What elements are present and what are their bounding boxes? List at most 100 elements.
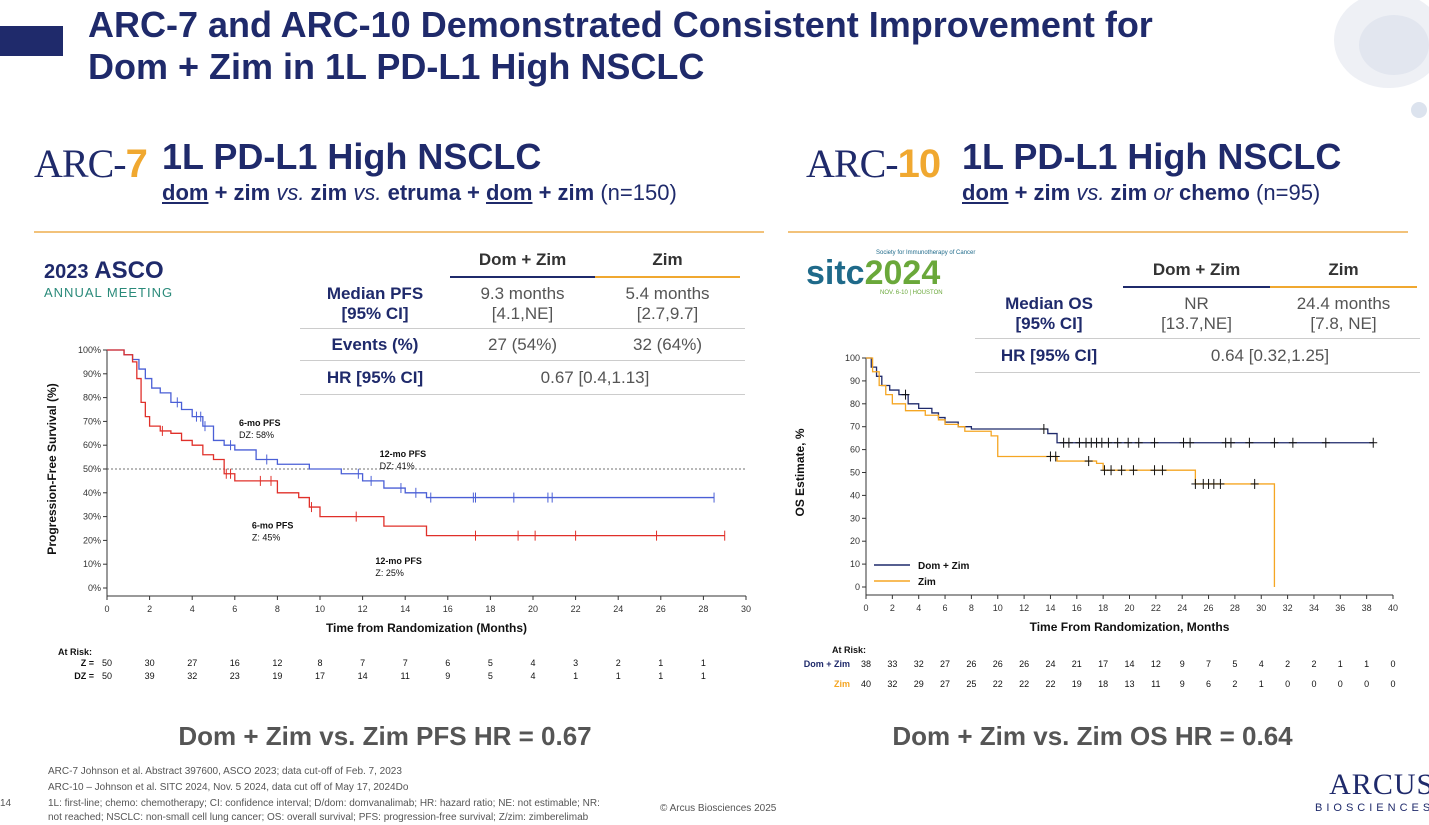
x-tick-label: 20	[528, 604, 538, 614]
at-risk-count: 0	[1311, 679, 1316, 689]
at-risk-row-name: Zim	[834, 679, 850, 689]
at-risk-count: 11	[401, 671, 410, 681]
y-tick-label: 100	[845, 353, 860, 363]
y-tick-label: 10%	[83, 559, 101, 569]
annotation-text: DZ: 58%	[239, 430, 274, 440]
at-risk-count: 9	[1180, 679, 1185, 689]
at-risk-count: 29	[914, 679, 924, 689]
at-risk-count: 9	[1180, 659, 1185, 669]
x-tick-label: 0	[104, 604, 109, 614]
at-risk-count: 2	[1311, 659, 1316, 669]
at-risk-count: 1	[701, 658, 706, 668]
at-risk-count: 4	[1259, 659, 1264, 669]
y-tick-label: 60	[850, 445, 860, 455]
arc10-stat-table: Dom + Zim Zim Median OS [95% CI] NR [13.7,…	[975, 260, 1420, 373]
cell-decoration-icon	[1334, 0, 1429, 118]
x-tick-label: 0	[863, 603, 868, 613]
arc10-heading: 1L PD-L1 High NSCLC	[962, 136, 1342, 177]
arcus-logo: ARCUS BIOSCIENCES	[1315, 768, 1429, 814]
x-tick-label: 26	[1204, 603, 1214, 613]
x-tick-label: 16	[443, 604, 453, 614]
at-risk-count: 5	[1232, 659, 1237, 669]
col-zim: Zim	[595, 250, 740, 278]
x-tick-label: 16	[1072, 603, 1082, 613]
os-hr-statement: Dom + Zim vs. Zim OS HR = 0.64	[892, 721, 1293, 751]
annotation-title: 12-mo PFS	[375, 556, 422, 566]
y-tick-label: 0%	[88, 583, 101, 593]
x-tick-label: 24	[1177, 603, 1187, 613]
y-tick-label: 40%	[83, 488, 101, 498]
annotation-title: 6-mo PFS	[239, 418, 281, 428]
at-risk-count: 4	[530, 671, 535, 681]
at-risk-count: 26	[1019, 659, 1029, 669]
y-tick-label: 70	[850, 422, 860, 432]
x-axis-label: Time From Randomization, Months	[1030, 620, 1230, 634]
y-tick-label: 30	[850, 513, 860, 523]
accent-bar	[0, 26, 63, 56]
at-risk-count: 5	[488, 658, 493, 668]
at-risk-count: 0	[1285, 679, 1290, 689]
at-risk-count: 26	[966, 659, 976, 669]
legend-label: Dom + Zim	[918, 561, 970, 572]
arc10-subheading: dom + zim vs. zim or chemo (n=95)	[962, 180, 1321, 205]
arc7-subheading: dom + zim vs. zim vs. etruma + dom + zim…	[162, 180, 677, 205]
at-risk-count: 11	[1151, 679, 1160, 689]
at-risk-count: 14	[358, 671, 368, 681]
at-risk-count: 0	[1338, 679, 1343, 689]
at-risk-count: 13	[1124, 679, 1134, 689]
asco-logo: 2023 ASCO ANNUAL MEETING	[44, 257, 174, 301]
series-line-zim	[866, 357, 1276, 587]
x-tick-label: 12	[358, 604, 368, 614]
x-tick-label: 14	[1045, 603, 1055, 613]
at-risk-count: 1	[701, 671, 706, 681]
y-tick-label: 100%	[78, 345, 101, 355]
at-risk-count: 7	[403, 658, 408, 668]
series-line-dom-zim	[866, 357, 1374, 444]
at-risk-count: 40	[861, 679, 871, 689]
at-risk-count: 7	[1206, 659, 1211, 669]
x-tick-label: 30	[1256, 603, 1266, 613]
x-tick-label: 40	[1388, 603, 1398, 613]
y-tick-label: 0	[855, 582, 860, 592]
at-risk-count: 1	[573, 671, 578, 681]
at-risk-count: 21	[1072, 659, 1082, 669]
x-tick-label: 30	[741, 604, 751, 614]
at-risk-count: 12	[272, 658, 282, 668]
series-line-dz	[107, 349, 715, 499]
x-tick-label: 26	[656, 604, 666, 614]
y-tick-label: 20%	[83, 535, 101, 545]
y-tick-label: 50	[850, 468, 860, 478]
at-risk-count: 19	[272, 671, 282, 681]
y-tick-label: 90%	[83, 369, 101, 379]
at-risk-count: 25	[966, 679, 976, 689]
at-risk-count: 33	[887, 659, 897, 669]
footnotes: ARC-7 Johnson et al. Abstract 397600, AS…	[48, 766, 600, 823]
at-risk-count: 32	[187, 671, 197, 681]
at-risk-count: 27	[940, 679, 950, 689]
at-risk-count: 30	[145, 658, 155, 668]
x-tick-label: 8	[275, 604, 280, 614]
x-tick-label: 22	[1151, 603, 1161, 613]
at-risk-count: 14	[1124, 659, 1134, 669]
annotation-text: DZ: 41%	[380, 461, 415, 471]
at-risk-count: 38	[861, 659, 871, 669]
at-risk-count: 39	[145, 671, 155, 681]
arc7-logo: ARC-7	[34, 141, 148, 186]
sitc-logo: Society for Immunotherapy of Cancer sitc…	[806, 250, 976, 296]
arc10-logo: ARC-10	[806, 141, 941, 186]
y-tick-label: 80%	[83, 393, 101, 403]
at-risk-count: 26	[993, 659, 1003, 669]
x-tick-label: 14	[400, 604, 410, 614]
x-tick-label: 24	[613, 604, 623, 614]
x-tick-label: 2	[890, 603, 895, 613]
at-risk-count: 2	[616, 658, 621, 668]
x-tick-label: 10	[315, 604, 325, 614]
at-risk-count: 1	[658, 671, 663, 681]
x-tick-label: 8	[969, 603, 974, 613]
at-risk-count: 8	[317, 658, 322, 668]
at-risk-count: 24	[1045, 659, 1055, 669]
at-risk-count: 17	[315, 671, 325, 681]
series-line-z	[107, 349, 725, 537]
at-risk-count: 32	[887, 679, 897, 689]
